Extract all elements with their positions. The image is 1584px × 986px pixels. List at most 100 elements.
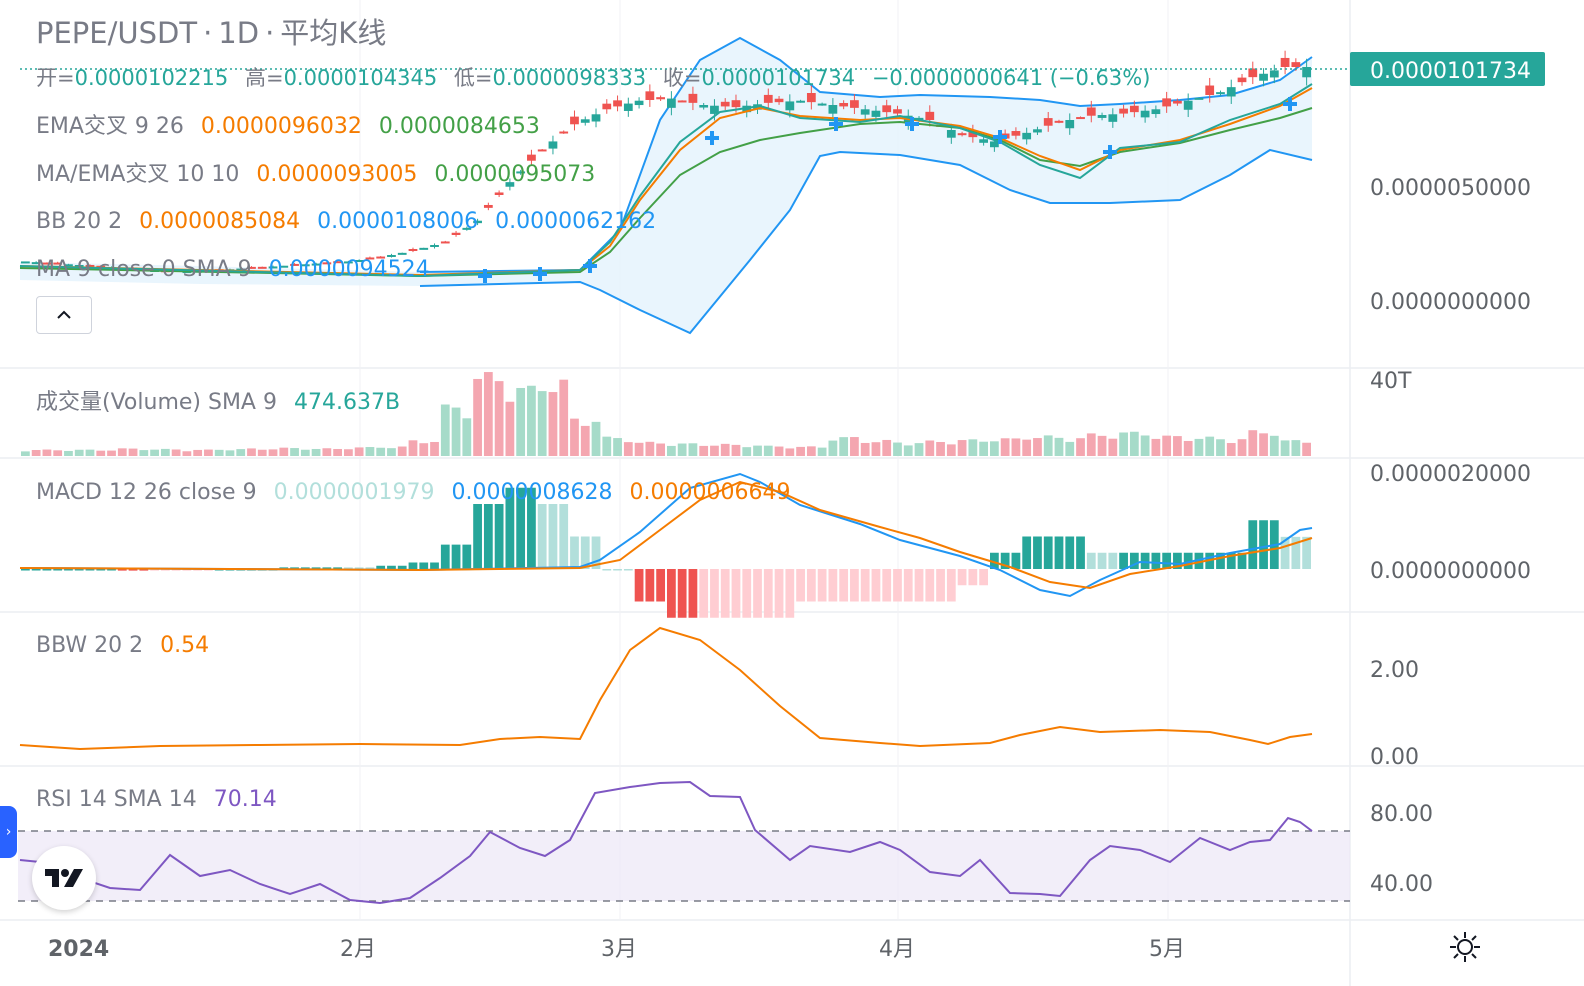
candle-body — [31, 262, 41, 265]
macd-hist-bar — [1183, 552, 1193, 569]
macd-hist-bar — [763, 569, 773, 618]
collapse-legend-button[interactable] — [36, 296, 92, 334]
volume-bar — [408, 440, 418, 456]
macd-hist-bar — [1237, 552, 1247, 569]
macd-hist-bar — [516, 487, 526, 569]
volume-bar — [710, 445, 719, 456]
candle-body — [236, 268, 246, 271]
time-label-mar: 3月 — [601, 937, 637, 962]
macd-hist-bar — [634, 569, 644, 602]
volume-bar — [430, 441, 439, 456]
volume-bar — [774, 446, 784, 456]
macd-hist-bar — [322, 567, 332, 569]
macd-hist-bar — [430, 562, 439, 569]
macd-hist-bar — [1022, 536, 1032, 569]
volume-bar — [634, 442, 644, 456]
macd-hist-bar — [591, 536, 601, 569]
volume-bar — [990, 441, 999, 456]
volume-bar — [214, 449, 224, 456]
macd-hist-bar — [1119, 552, 1128, 569]
macd-hist-bar — [871, 569, 881, 602]
volume-bar — [451, 407, 461, 456]
macd-hist-bar — [774, 569, 784, 618]
chevron-up-icon — [57, 310, 71, 319]
volume-bar — [462, 418, 472, 456]
volume-bar — [322, 448, 332, 456]
macd-tick-1: 0.0000020000 — [1370, 462, 1531, 487]
volume-bar — [204, 449, 213, 456]
candle-body — [1173, 100, 1182, 104]
candle-body — [64, 264, 73, 267]
candle-body — [1151, 109, 1161, 115]
candle-body — [1216, 92, 1225, 95]
candle-body — [1248, 68, 1258, 78]
volume-bar — [806, 446, 816, 456]
macd-hist-bar — [1043, 536, 1053, 569]
macd-hist-bar — [128, 569, 138, 571]
volume-bar — [645, 441, 655, 456]
volume-bar — [591, 421, 601, 456]
macd-hist-bar — [979, 569, 988, 586]
macd-hist-bar — [365, 567, 375, 569]
volume-bar — [225, 450, 235, 456]
macd-hist-bar — [742, 569, 752, 618]
volume-bar — [387, 448, 396, 456]
candle-body — [279, 265, 289, 268]
volume-bar — [1011, 438, 1021, 456]
tradingview-logo-icon — [45, 869, 83, 887]
candle-body — [322, 262, 332, 265]
candle-body — [677, 100, 687, 103]
candle-body — [817, 103, 827, 106]
ema-cross-label: EMA交叉 9 26 — [36, 114, 184, 139]
volume-bar — [1022, 439, 1032, 456]
chart-style-label: 平均K线 — [280, 16, 386, 50]
macd-hist-bar — [753, 569, 762, 618]
volume-bar — [311, 448, 321, 456]
tradingview-logo[interactable] — [32, 846, 96, 910]
volume-bar — [505, 401, 515, 456]
volume-bar — [1065, 441, 1075, 456]
candle-body — [300, 264, 310, 267]
macd-hist-bar — [150, 569, 159, 571]
volume-bar — [182, 451, 192, 456]
candle-body — [1097, 115, 1107, 118]
volume-bar — [925, 440, 935, 456]
macd-hist-bar — [397, 565, 407, 569]
volume-bar — [753, 445, 762, 456]
rsi-pane[interactable] — [18, 780, 1350, 905]
macd-hist-bar — [473, 504, 482, 569]
price-pane[interactable] — [19, 36, 1350, 335]
candle-body — [1043, 118, 1053, 126]
volume-bar — [1054, 437, 1064, 456]
price-axis[interactable]: 0.0000101734 0.0000050000 0.0000000000 4… — [1350, 52, 1545, 897]
macd-hist-bar — [21, 569, 30, 571]
volume-pane[interactable] — [21, 372, 1311, 456]
volume-bar — [1259, 433, 1268, 456]
macd-hist-bar — [117, 569, 127, 571]
macd-hist-bar — [1216, 552, 1225, 569]
time-axis[interactable]: 2024 2月 3月 4月 5月 — [48, 937, 1185, 962]
bb-legend: BB 20 2 0.0000085084 0.0000108006 0.0000… — [36, 209, 656, 234]
volume-bar — [85, 449, 95, 456]
macd-hist-bar — [570, 536, 579, 569]
volume-bar — [333, 448, 342, 456]
macd-tick-2: 0.0000000000 — [1370, 559, 1531, 584]
gear-icon[interactable] — [1448, 930, 1482, 964]
macd-hist-bar — [279, 567, 289, 569]
macd-hist-bar — [1162, 552, 1172, 569]
volume-bar — [365, 447, 375, 456]
volume-bar — [559, 379, 569, 456]
macd-hist-bar — [914, 569, 924, 602]
bbw-pane[interactable] — [19, 626, 1313, 751]
macd-hist-bar — [839, 569, 849, 602]
side-panel-toggle[interactable]: › — [0, 806, 17, 858]
macd-hist-bar — [1226, 552, 1236, 569]
macd-pane[interactable] — [19, 472, 1313, 618]
volume-bar — [1119, 432, 1128, 456]
interval-label: 1D — [218, 16, 259, 50]
candle-body — [957, 133, 967, 136]
volume-bar — [613, 438, 622, 456]
candle-body — [505, 182, 515, 187]
volume-bar — [150, 449, 159, 456]
